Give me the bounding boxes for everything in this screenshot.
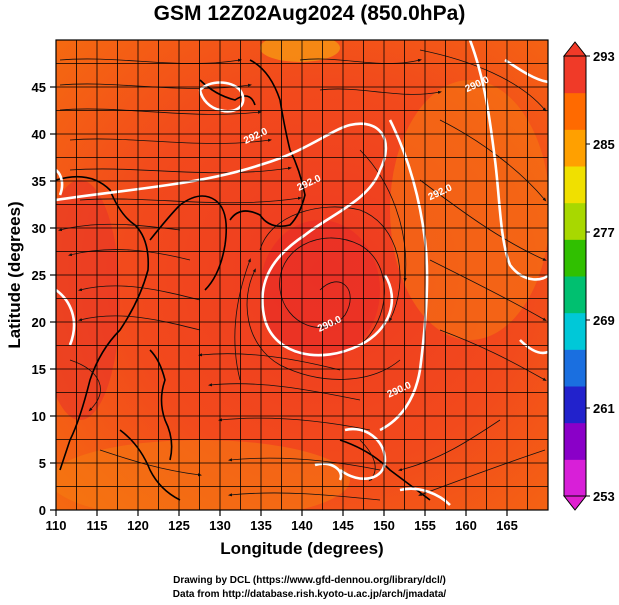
y-tick-label: 0	[39, 503, 46, 518]
grid-lines	[56, 40, 548, 510]
colorbar-segment	[564, 129, 586, 167]
warm-region-east	[390, 80, 548, 340]
cool-region-west	[56, 180, 120, 420]
colorbar-segment	[564, 239, 586, 277]
colorbar-label: 285	[593, 137, 615, 152]
coastlines	[56, 59, 431, 501]
y-axis: 0 5 10 15 20 25 30 35 40 45	[32, 80, 56, 518]
y-tick-label: 35	[32, 174, 46, 189]
colorbar-segments	[564, 56, 586, 497]
y-tick-label: 25	[32, 268, 46, 283]
colorbar-label: 277	[593, 225, 615, 240]
temperature-contours	[56, 40, 548, 506]
x-axis: 110 115 120 125 130 135 140 145 150 155 160 165	[46, 510, 518, 533]
colorbar-segment	[564, 166, 586, 204]
colorbar-label: 261	[593, 401, 615, 416]
colorbar-segment	[564, 386, 586, 424]
x-tick-label: 120	[127, 518, 149, 533]
warm-region-north	[260, 40, 340, 62]
x-tick-label: 145	[332, 518, 354, 533]
colorbar-segment	[564, 312, 586, 350]
credit-drawing: Drawing by DCL (https://www.gfd-dennou.o…	[173, 575, 446, 586]
credit-data-source: Data from http://database.rish.kyoto-u.a…	[172, 589, 447, 600]
y-axis-label: Latitude (degrees)	[5, 201, 24, 348]
x-tick-label: 165	[496, 518, 518, 533]
x-tick-label: 135	[250, 518, 272, 533]
colorbar-bottom-triangle	[562, 495, 588, 511]
x-tick-label: 150	[373, 518, 395, 533]
x-tick-label: 140	[291, 518, 313, 533]
colorbar-label: 269	[593, 313, 615, 328]
colorbar-label: 253	[593, 489, 615, 504]
x-tick-label: 115	[87, 518, 108, 533]
x-tick-label: 130	[209, 518, 231, 533]
x-tick-label: 110	[46, 518, 67, 533]
y-tick-label: 10	[32, 409, 46, 424]
y-tick-label: 5	[39, 456, 46, 471]
colorbar-segment	[564, 92, 586, 130]
colorbar-top-triangle	[562, 41, 588, 57]
x-tick-label: 160	[455, 518, 477, 533]
colorbar-segment	[564, 56, 586, 94]
y-tick-label: 40	[32, 127, 46, 142]
x-tick-label: 155	[414, 518, 436, 533]
y-tick-label: 45	[32, 80, 46, 95]
warm-region-south	[56, 440, 350, 510]
colorbar-segment	[564, 202, 586, 240]
y-tick-label: 30	[32, 221, 46, 236]
colorbar-segment	[564, 459, 586, 497]
x-tick-label: 125	[168, 518, 190, 533]
colorbar-labels: 293 285 277 269 261 253	[586, 49, 615, 504]
y-tick-label: 20	[32, 315, 46, 330]
colorbar-frame	[563, 55, 587, 497]
colorbar-segment	[564, 422, 586, 460]
colorbar-segment	[564, 349, 586, 387]
wind-streamlines	[58, 49, 547, 501]
colorbar: 293 285 277 269 261 253	[562, 41, 615, 511]
y-tick-label: 15	[32, 362, 46, 377]
colorbar-label: 293	[593, 49, 615, 64]
x-axis-label: Longitude (degrees)	[220, 539, 383, 558]
colorbar-segment	[564, 276, 586, 314]
chart-title: GSM 12Z02Aug2024 (850.0hPa)	[153, 2, 466, 25]
